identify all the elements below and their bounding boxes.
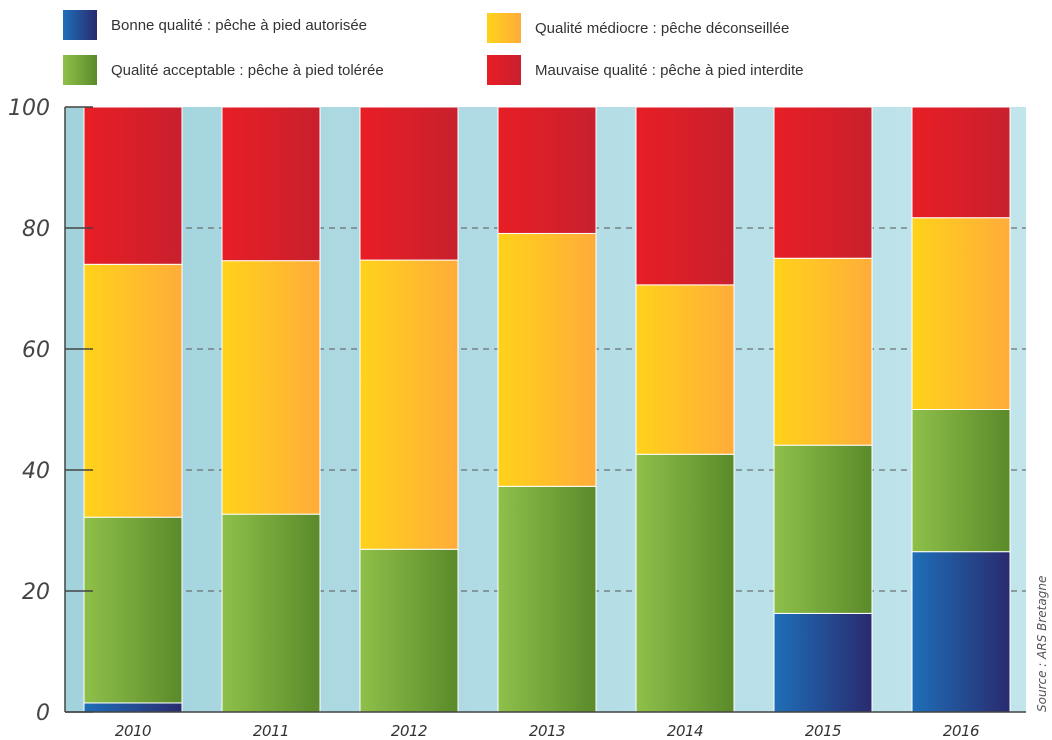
source-label: Source : ARS Bretagne [1035, 576, 1049, 712]
legend-label: Qualité médiocre : pêche déconseillée [535, 20, 789, 37]
x-tick-label: 2010 [115, 722, 151, 740]
legend-swatch [63, 10, 97, 40]
legend-item-0: Bonne qualité : pêche à pied autorisée [63, 10, 367, 40]
bar-group-2012 [359, 106, 459, 713]
bar-group-2015 [773, 106, 873, 713]
bar-segment-2011-series-2 [221, 260, 321, 515]
bar-segment-2012-series-3 [359, 106, 459, 261]
bar-segment-2015-series-1 [773, 444, 873, 614]
bar-segment-2015-series-2 [773, 257, 873, 446]
legend-item-1: Qualité acceptable : pêche à pied toléré… [63, 55, 384, 85]
bar-segment-2016-series-3 [911, 106, 1011, 219]
y-tick-label: 20 [22, 580, 50, 605]
bar-group-2014 [635, 106, 735, 713]
bar-segment-2010-series-3 [83, 106, 183, 265]
bar-segment-2012-series-2 [359, 259, 459, 550]
x-tick-label: 2013 [529, 722, 565, 740]
y-tick-label: 100 [8, 96, 50, 121]
bar-segment-2016-series-1 [911, 409, 1011, 553]
legend-label: Mauvaise qualité : pêche à pied interdit… [535, 62, 804, 79]
bar-segment-2013-series-3 [497, 106, 597, 234]
bar-segment-2014-series-3 [635, 106, 735, 286]
bar-segment-2011-series-1 [221, 513, 321, 713]
bars [83, 106, 1011, 713]
legend-item-3: Mauvaise qualité : pêche à pied interdit… [487, 55, 804, 85]
bar-segment-2014-series-1 [635, 453, 735, 713]
legend-label: Qualité acceptable : pêche à pied toléré… [111, 62, 384, 79]
y-tick-label: 80 [22, 217, 50, 242]
x-tick-label: 2012 [391, 722, 427, 740]
bar-group-2016 [911, 106, 1011, 713]
y-tick-label: 40 [22, 459, 50, 484]
axes: 0 20 40 60 80 100 2010 2011 2012 2013 2014 2015 2016 [8, 96, 1026, 740]
legend: Bonne qualité : pêche à pied autorisée Qu… [63, 10, 804, 85]
bar-segment-2016-series-2 [911, 217, 1011, 410]
bar-segment-2013-series-2 [497, 232, 597, 487]
bar-segment-2016-series-0 [911, 551, 1011, 713]
bar-group-2013 [497, 106, 597, 713]
bar-segment-2015-series-0 [773, 612, 873, 713]
legend-label: Bonne qualité : pêche à pied autorisée [111, 17, 367, 34]
y-tick-label: 60 [22, 338, 50, 363]
x-tick-label: 2016 [943, 722, 979, 740]
legend-swatch [63, 55, 97, 85]
bar-segment-2010-series-2 [83, 263, 183, 518]
bar-segment-2014-series-2 [635, 284, 735, 455]
bar-group-2011 [221, 106, 321, 713]
bar-segment-2010-series-1 [83, 516, 183, 704]
x-tick-label: 2014 [667, 722, 703, 740]
bar-segment-2015-series-3 [773, 106, 873, 259]
legend-item-2: Qualité médiocre : pêche déconseillée [487, 13, 789, 43]
legend-swatch [487, 55, 521, 85]
x-tick-label: 2015 [805, 722, 841, 740]
bar-group-2010 [83, 106, 183, 713]
legend-swatch [487, 13, 521, 43]
x-tick-label: 2011 [253, 722, 289, 740]
y-tick-label: 0 [36, 701, 50, 726]
bar-segment-2010-series-0 [83, 702, 183, 713]
bar-segment-2011-series-3 [221, 106, 321, 262]
bar-segment-2013-series-1 [497, 485, 597, 713]
bar-segment-2012-series-1 [359, 548, 459, 713]
